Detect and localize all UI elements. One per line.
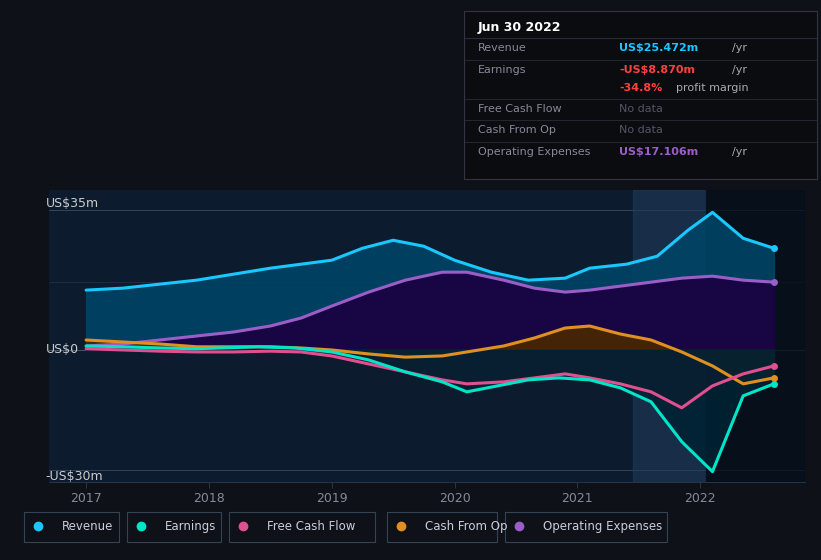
Text: No data: No data <box>619 104 663 114</box>
Text: Cash From Op: Cash From Op <box>478 125 556 136</box>
Text: US$35m: US$35m <box>45 197 99 211</box>
Text: -US$30m: -US$30m <box>45 470 103 483</box>
Text: /yr: /yr <box>732 43 747 53</box>
Text: Earnings: Earnings <box>164 520 216 533</box>
Text: Earnings: Earnings <box>478 65 526 75</box>
Bar <box>633 190 706 482</box>
Text: US$17.106m: US$17.106m <box>619 147 699 157</box>
Text: -US$8.870m: -US$8.870m <box>619 65 695 75</box>
Text: Revenue: Revenue <box>62 520 113 533</box>
Text: profit margin: profit margin <box>676 83 748 94</box>
Text: /yr: /yr <box>732 147 747 157</box>
Text: Operating Expenses: Operating Expenses <box>543 520 663 533</box>
Text: Free Cash Flow: Free Cash Flow <box>267 520 355 533</box>
Text: Free Cash Flow: Free Cash Flow <box>478 104 562 114</box>
Text: US$25.472m: US$25.472m <box>619 43 699 53</box>
Text: US$0: US$0 <box>45 343 79 357</box>
Text: Revenue: Revenue <box>478 43 527 53</box>
Text: No data: No data <box>619 125 663 136</box>
Text: /yr: /yr <box>732 65 747 75</box>
Text: Cash From Op: Cash From Op <box>424 520 507 533</box>
Bar <box>706 190 805 482</box>
Text: Jun 30 2022: Jun 30 2022 <box>478 21 562 34</box>
Text: -34.8%: -34.8% <box>619 83 663 94</box>
Text: Operating Expenses: Operating Expenses <box>478 147 590 157</box>
